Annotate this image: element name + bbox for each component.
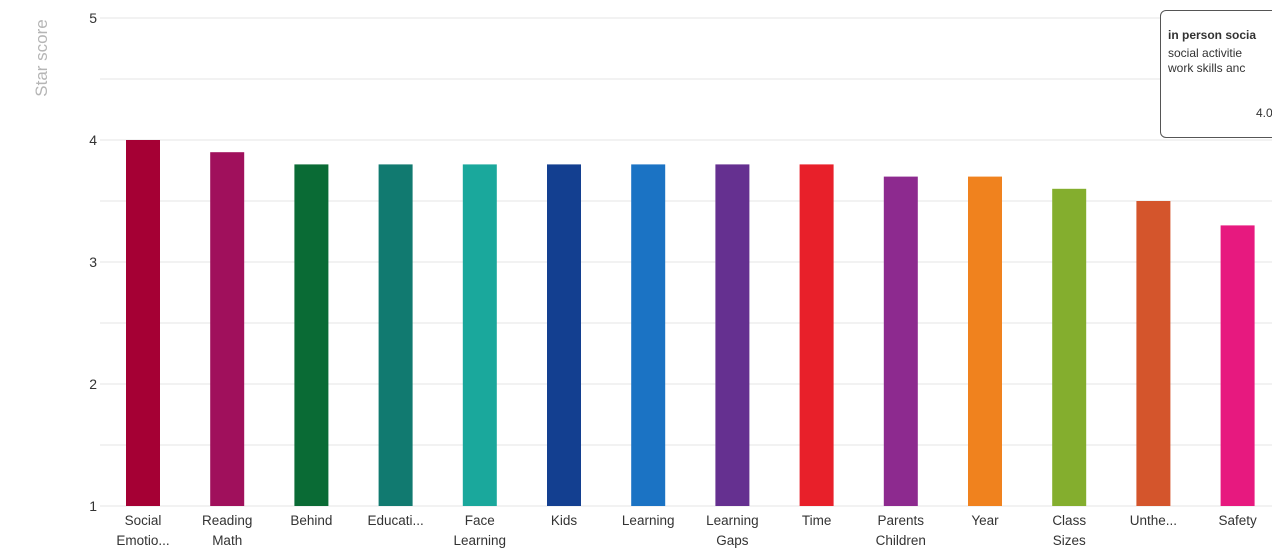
- bar[interactable]: [631, 164, 666, 506]
- bar[interactable]: [968, 176, 1002, 506]
- y-axis-ticks: 1 2 3 4 5: [89, 10, 97, 514]
- x-tick-label: Face Learning: [454, 513, 507, 548]
- bars: [126, 140, 1255, 507]
- tooltip-box: [1160, 10, 1272, 138]
- x-tick-label: Kids: [551, 513, 578, 528]
- x-tick-label: Social Emotio...: [116, 513, 169, 548]
- bar[interactable]: [1220, 225, 1255, 506]
- tooltip-value: 4.0: [1256, 106, 1272, 120]
- x-tick-label: Learning Gaps: [706, 513, 759, 548]
- x-tick-label: Parents Children: [876, 513, 926, 548]
- x-tick-label: Learning: [622, 513, 675, 528]
- x-tick-label: Educati...: [367, 513, 423, 528]
- bar[interactable]: [1052, 188, 1087, 507]
- x-tick-label: Reading Math: [202, 513, 252, 548]
- bar[interactable]: [462, 164, 497, 506]
- y-tick-label: 5: [89, 10, 97, 26]
- bar[interactable]: [1136, 201, 1171, 506]
- x-tick-label: Unthe...: [1130, 513, 1177, 528]
- x-tick-label: Year: [971, 513, 999, 528]
- y-tick-label: 4: [89, 132, 97, 148]
- gridlines: [100, 17, 1272, 507]
- tooltip-title: in person socia: [1168, 28, 1257, 42]
- bar[interactable]: [378, 164, 413, 506]
- x-tick-label: Time: [802, 513, 832, 528]
- x-axis-labels: Social Emotio... Reading Math Behind Educati.…: [116, 513, 1257, 548]
- bar[interactable]: [715, 164, 750, 506]
- y-tick-label: 2: [89, 376, 97, 392]
- tooltip: in person socia social activitie work sk…: [1159, 10, 1272, 160]
- y-tick-label: 3: [89, 254, 97, 270]
- x-tick-label: Behind: [290, 513, 332, 528]
- bar[interactable]: [799, 164, 834, 506]
- y-tick-label: 1: [89, 498, 97, 514]
- x-tick-label: Class Sizes: [1052, 513, 1086, 548]
- bar[interactable]: [210, 152, 245, 506]
- bar[interactable]: [126, 140, 160, 506]
- bar[interactable]: [294, 164, 329, 506]
- bar[interactable]: [883, 176, 918, 506]
- y-axis-title: Star score: [32, 19, 51, 96]
- x-tick-label: Safety: [1218, 513, 1257, 528]
- bar[interactable]: [547, 164, 581, 506]
- tooltip-description: social activitie work skills anc: [1168, 46, 1246, 75]
